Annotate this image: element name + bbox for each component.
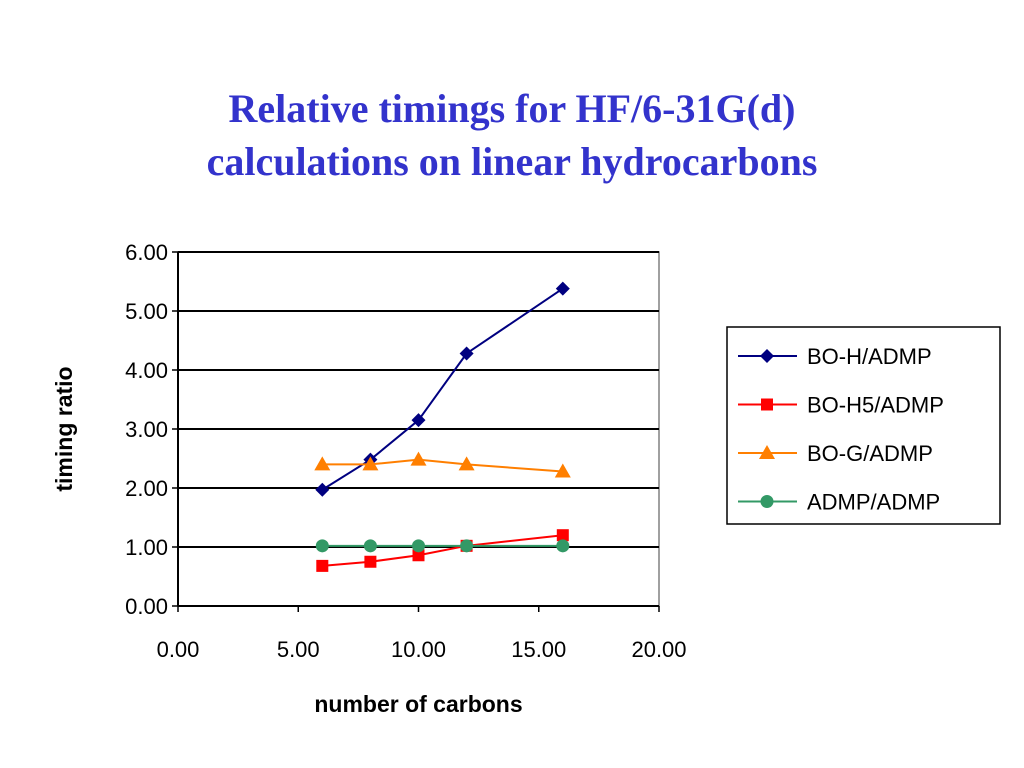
data-point [363, 539, 377, 553]
data-point [555, 281, 570, 296]
title-line-1: Relative timings for HF/6-31G(d) [228, 86, 796, 131]
data-point [410, 451, 427, 466]
data-point [364, 555, 377, 568]
x-axis-label: number of carbons [314, 691, 522, 717]
x-tick-label: 15.00 [511, 637, 566, 662]
y-tick-label: 0.00 [125, 594, 168, 619]
legend-label: ADMP/ADMP [807, 490, 940, 515]
data-point [362, 456, 379, 471]
data-point [458, 456, 475, 471]
y-axis-label: timing ratio [51, 366, 77, 491]
legend-marker [760, 349, 774, 363]
y-tick-label: 5.00 [125, 299, 168, 324]
y-tick-label: 3.00 [125, 417, 168, 442]
data-point [316, 559, 329, 572]
title-line-2: calculations on linear hydrocarbons [206, 139, 818, 184]
legend-box [726, 326, 1001, 525]
data-point [315, 539, 329, 553]
data-point [556, 539, 570, 553]
data-point [412, 539, 425, 553]
x-tick-label: 5.00 [277, 637, 320, 662]
y-tick-label: 2.00 [125, 476, 168, 501]
x-tick-label: 20.00 [631, 637, 686, 662]
y-tick-label: 6.00 [125, 240, 168, 265]
data-point [412, 549, 425, 562]
x-tick-label: 10.00 [391, 637, 446, 662]
data-point [315, 482, 330, 497]
y-tick-label: 1.00 [125, 535, 168, 560]
legend-marker [760, 495, 774, 508]
y-tick-label: 4.00 [125, 358, 168, 383]
legend-label: BO-H5/ADMP [807, 393, 944, 418]
legend-marker [761, 398, 773, 411]
legend-label: BO-G/ADMP [807, 441, 933, 466]
data-point [556, 529, 569, 542]
legend-label: BO-H/ADMP [807, 344, 932, 369]
data-point [460, 539, 474, 553]
data-point [459, 346, 474, 361]
data-point [411, 413, 426, 428]
slide-title: Relative timings for HF/6-31G(d) calcula… [0, 82, 1024, 188]
data-point [314, 456, 331, 471]
x-tick-label: 0.00 [157, 637, 200, 662]
data-point [554, 463, 571, 478]
legend-marker [759, 445, 775, 459]
